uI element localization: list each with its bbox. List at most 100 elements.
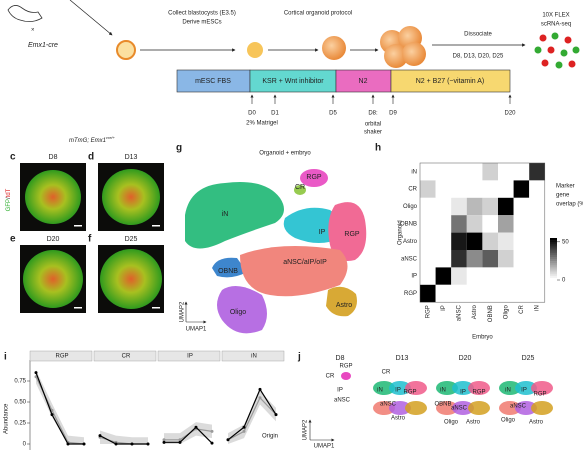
axis-label: UMAP1 bbox=[186, 327, 207, 333]
legend-title: Origin bbox=[262, 434, 278, 440]
step-text: scRNA-seq bbox=[541, 22, 571, 28]
umap-title: Organoid + embryo bbox=[259, 151, 311, 157]
cluster-label: Astro bbox=[466, 420, 481, 426]
axis-label: Embryo bbox=[472, 335, 493, 341]
heat-cell bbox=[529, 250, 545, 268]
heat-cell bbox=[513, 250, 530, 268]
cluster-label: RGP bbox=[344, 231, 360, 238]
heat-cell bbox=[451, 197, 467, 216]
point bbox=[178, 438, 182, 442]
colorbar-step bbox=[550, 263, 557, 266]
day-label: D0 bbox=[248, 111, 256, 117]
heat-cell bbox=[420, 232, 436, 250]
colorbar-step bbox=[550, 242, 557, 245]
heat-cell bbox=[482, 180, 498, 198]
timeline bbox=[176, 69, 511, 93]
axis-label: UMAP2 bbox=[303, 419, 309, 440]
heat-cell bbox=[451, 215, 467, 233]
cluster-label: CR bbox=[295, 184, 305, 191]
series-line bbox=[35, 372, 84, 445]
heat-cell bbox=[482, 232, 498, 250]
cluster bbox=[515, 381, 537, 395]
cluster bbox=[389, 381, 411, 395]
cluster-label: aNSC bbox=[451, 406, 468, 412]
heat-cell bbox=[466, 215, 483, 233]
heat-cell bbox=[498, 215, 514, 233]
column-label: RGP bbox=[425, 305, 431, 318]
cells bbox=[247, 42, 263, 58]
cluster-label: Oligo bbox=[501, 418, 516, 424]
point bbox=[98, 434, 102, 438]
heat-cell bbox=[498, 180, 514, 198]
colorbar-step bbox=[550, 259, 557, 262]
panel-letter: e bbox=[10, 234, 16, 245]
gfp: GFP bbox=[6, 199, 12, 211]
scale-bar bbox=[74, 307, 82, 309]
colorbar-step bbox=[550, 248, 557, 251]
colorbar-step bbox=[550, 277, 557, 281]
facet-title: IP bbox=[187, 354, 193, 360]
step-text: Dissociate bbox=[464, 32, 492, 38]
heat-cell bbox=[466, 267, 483, 285]
cluster-label: iN bbox=[440, 388, 446, 394]
umap-clusters bbox=[185, 169, 367, 334]
cluster bbox=[405, 401, 427, 415]
series-line bbox=[227, 396, 277, 441]
heat-cell bbox=[435, 267, 452, 285]
image-label: D20 bbox=[47, 236, 60, 243]
step-text: Cortical organoid protocol bbox=[284, 11, 352, 17]
legend-title: overlap (%) bbox=[556, 202, 583, 208]
colorbar-step bbox=[550, 238, 557, 241]
heatmap: h iN CR Oligo OBNB Astro aNSC IP RGP RGP IP aNSC As… bbox=[375, 143, 583, 341]
cluster bbox=[436, 401, 458, 415]
colorbar-step bbox=[550, 261, 557, 264]
panel-letter: j bbox=[297, 352, 301, 363]
colorbar-step bbox=[550, 273, 557, 277]
day-label: D9 bbox=[389, 111, 397, 117]
cluster bbox=[499, 401, 521, 415]
point bbox=[130, 442, 134, 446]
heat-frame bbox=[419, 162, 546, 303]
header-sup: cre/+ bbox=[106, 135, 116, 140]
heat-cell bbox=[420, 197, 436, 216]
heat-cell bbox=[529, 232, 545, 250]
cluster-label: aNSC bbox=[380, 402, 397, 408]
axis-label: UMAP2 bbox=[180, 301, 186, 322]
cluster bbox=[373, 381, 395, 395]
cluster-label: aNSC/aIP/oIP bbox=[283, 259, 327, 266]
y-tick-label: 0.50 bbox=[14, 400, 26, 406]
point bbox=[242, 425, 246, 429]
heat-cell bbox=[466, 284, 483, 303]
cluster-label: RGP bbox=[339, 364, 352, 370]
heat-cell bbox=[451, 284, 467, 303]
point bbox=[226, 438, 230, 442]
heat-cell bbox=[435, 180, 452, 198]
mouse-label: Emx1-cre bbox=[28, 42, 58, 49]
arrow bbox=[69, 0, 113, 36]
colorbar-step bbox=[550, 267, 557, 270]
cluster bbox=[468, 401, 490, 415]
cluster-label: Astro bbox=[336, 302, 352, 309]
panel-letter: i bbox=[4, 352, 7, 363]
point bbox=[82, 442, 86, 446]
tdt: tdT bbox=[6, 188, 12, 197]
cluster bbox=[373, 401, 395, 415]
abundance-chart: i 0 0.25 0.50 0.75 Abundance RGP CR IP iN Origin bbox=[4, 350, 285, 450]
heat-cell bbox=[482, 284, 498, 303]
point bbox=[242, 429, 246, 433]
row-label: aNSC bbox=[401, 256, 418, 262]
cluster-label: Oligo bbox=[230, 309, 246, 316]
series-line bbox=[227, 388, 277, 441]
column-label: aNSC bbox=[457, 305, 463, 322]
cluster-label: IP bbox=[521, 388, 527, 394]
heat-cell bbox=[529, 163, 545, 181]
heat-cell bbox=[420, 163, 436, 181]
ribbon bbox=[100, 430, 148, 444]
heat-cell bbox=[498, 250, 514, 268]
colorbar-step bbox=[550, 271, 557, 274]
colorbar-step bbox=[550, 269, 557, 272]
ribbon bbox=[36, 370, 84, 444]
heat-cell bbox=[529, 197, 545, 216]
